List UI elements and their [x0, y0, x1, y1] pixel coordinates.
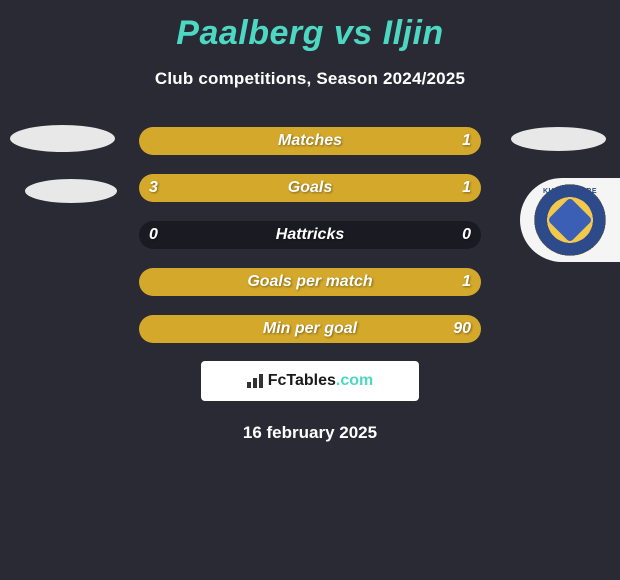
brand-name-prefix: FcTables — [268, 372, 336, 389]
crest-center-icon — [547, 197, 592, 242]
stat-label: Min per goal — [263, 320, 357, 338]
stat-label: Hattricks — [276, 226, 344, 244]
stat-value-left: 0 — [149, 226, 158, 244]
club-crest: KURESSAARE — [534, 184, 606, 256]
stat-row-matches: Matches 1 — [139, 127, 481, 155]
stat-value-left: 3 — [149, 179, 158, 197]
brand-name-suffix: .com — [336, 372, 373, 389]
crest-label: KURESSAARE — [543, 188, 597, 195]
stat-row-goals: 3 Goals 1 — [139, 174, 481, 202]
bar-chart-icon — [247, 374, 265, 388]
stat-row-goals-per-match: Goals per match 1 — [139, 268, 481, 296]
player-left-shape-2 — [25, 179, 117, 203]
player-left-shape-1 — [10, 125, 115, 152]
player-right-shape — [511, 127, 606, 151]
club-crest-container: KURESSAARE — [520, 178, 620, 262]
stat-value-right: 0 — [462, 226, 471, 244]
date-label: 16 february 2025 — [0, 423, 620, 443]
season-subtitle: Club competitions, Season 2024/2025 — [0, 69, 620, 89]
stat-label: Goals per match — [247, 273, 372, 291]
stat-label: Goals — [288, 179, 332, 197]
stat-row-hattricks: 0 Hattricks 0 — [139, 221, 481, 249]
stat-row-min-per-goal: Min per goal 90 — [139, 315, 481, 343]
stat-value-right: 90 — [453, 320, 471, 338]
stat-value-right: 1 — [462, 179, 471, 197]
comparison-title: Paalberg vs Iljin — [0, 0, 620, 53]
stat-label: Matches — [278, 132, 342, 150]
stat-value-right: 1 — [462, 132, 471, 150]
branding-box[interactable]: FcTables.com — [201, 361, 419, 401]
stat-value-right: 1 — [462, 273, 471, 291]
